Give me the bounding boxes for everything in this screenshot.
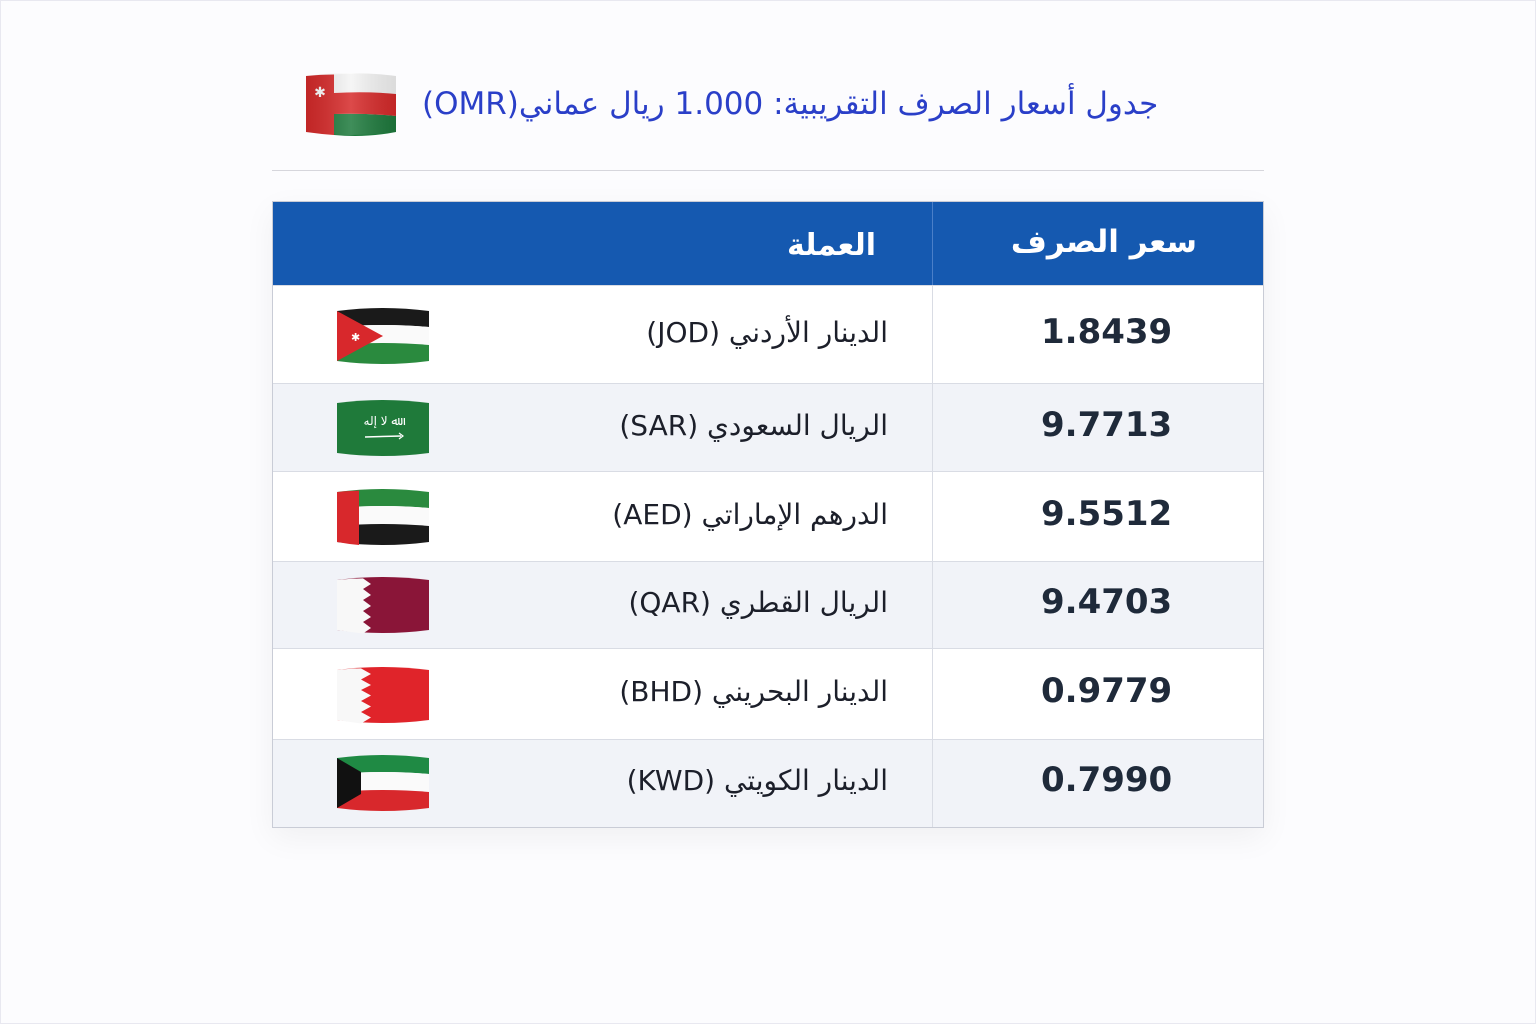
currency-cell: ✱ الدينار الأردني (JOD) <box>273 286 933 383</box>
currency-name: الدينار الكويتي (KWD) <box>626 764 888 797</box>
exchange-rate-table: العملة سعر الصرف ✱ الدينار الأردني (JOD)… <box>272 201 1264 828</box>
svg-text:✱: ✱ <box>351 331 360 344</box>
rate-cell: 1.8439 <box>933 286 1263 383</box>
currency-cell: الريال القطري (QAR) <box>273 562 933 648</box>
rate-cell: 0.9779 <box>933 649 1263 739</box>
table-row: ﷲ ﻻ ﺇﻟﻪ الريال السعودي (SAR) 9.7713 <box>273 383 1263 471</box>
rate-cell: 9.7713 <box>933 384 1263 471</box>
title-row: ✱ جدول أسعار الصرف التقريبية: 1.000 ريال… <box>272 60 1264 150</box>
table-row: الدينار الكويتي (KWD) 0.7990 <box>273 739 1263 827</box>
rate-header-label: سعر الصرف <box>1010 224 1197 260</box>
currency-name: الريال القطري (QAR) <box>628 586 888 619</box>
rate-value: 0.7990 <box>1041 760 1173 800</box>
currency-name: الدينار الأردني (JOD) <box>646 316 888 349</box>
jordan-flag-icon: ✱ <box>337 308 429 364</box>
title-divider <box>272 170 1264 171</box>
rate-value: 9.5512 <box>1041 494 1173 534</box>
rate-cell: 9.4703 <box>933 562 1263 648</box>
page-title: جدول أسعار الصرف التقريبية: 1.000 ريال ع… <box>422 86 1159 122</box>
rate-value: 9.7713 <box>1041 405 1173 445</box>
rate-value: 0.9779 <box>1041 671 1173 711</box>
currency-name: الدرهم الإماراتي (AED) <box>612 498 888 531</box>
table-row: الدينار البحريني (BHD) 0.9779 <box>273 648 1263 739</box>
rate-cell: 9.5512 <box>933 472 1263 561</box>
currency-name: الدينار البحريني (BHD) <box>619 675 888 708</box>
oman-flag-icon: ✱ <box>306 73 396 136</box>
currency-header-label: العملة <box>786 228 876 263</box>
table-header: العملة سعر الصرف <box>273 202 1263 285</box>
bahrain-flag-icon <box>337 667 429 724</box>
table-row: الريال القطري (QAR) 9.4703 <box>273 561 1263 648</box>
currency-cell: الدينار البحريني (BHD) <box>273 649 933 739</box>
table-row: ✱ الدينار الأردني (JOD) 1.8439 <box>273 285 1263 383</box>
column-header-currency: العملة <box>273 202 933 285</box>
rate-value: 9.4703 <box>1041 582 1173 622</box>
rate-cell: 0.7990 <box>933 740 1263 827</box>
currency-name: الريال السعودي (SAR) <box>619 409 888 442</box>
rate-value: 1.8439 <box>1041 312 1173 352</box>
table-row: الدرهم الإماراتي (AED) 9.5512 <box>273 471 1263 561</box>
svg-text:ﷲ ﻻ ﺇﻟﻪ: ﷲ ﻻ ﺇﻟﻪ <box>364 414 406 428</box>
currency-cell: الدرهم الإماراتي (AED) <box>273 472 933 561</box>
kuwait-flag-icon <box>337 755 429 811</box>
column-header-rate: سعر الصرف <box>933 202 1263 285</box>
saudi-flag-icon: ﷲ ﻻ ﺇﻟﻪ <box>337 400 429 456</box>
currency-cell: ﷲ ﻻ ﺇﻟﻪ الريال السعودي (SAR) <box>273 384 933 471</box>
qatar-flag-icon <box>337 577 429 634</box>
uae-flag-icon <box>337 489 429 545</box>
currency-cell: الدينار الكويتي (KWD) <box>273 740 933 827</box>
